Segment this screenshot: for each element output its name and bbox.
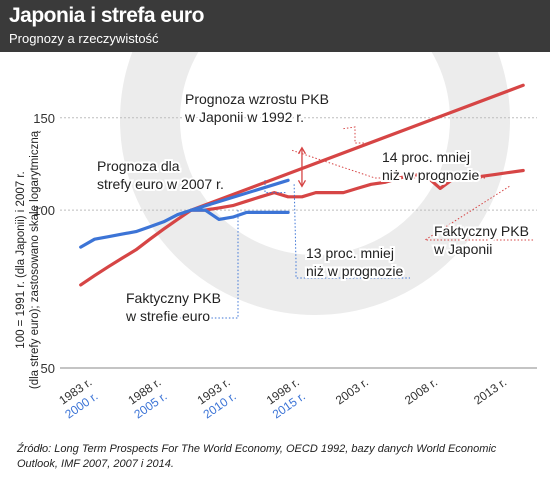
y-axis-label-line: (dla strefy euro); zastosowano skalę log… [29,130,41,389]
x-tick-label-japan: 2013 r. [471,375,509,408]
gap-arrow-head-top [297,146,307,155]
leader-gap-euro [293,184,410,279]
leader-euro-actual [125,210,239,319]
series-line-japan-actual [79,168,525,287]
annotation-ann-japan-actual-line: w Japonii [433,241,492,257]
leader-gap-japan [291,149,485,179]
annotation-ann-japan-forecast-line: Prognoza wzrostu PKB [185,91,329,107]
annotation-ann-euro-forecast-line: strefy euro w 2007 r. [97,176,224,192]
watermark-logo-icon [120,0,510,315]
annotation-ann-gap-euro-line: niż w prognozie [306,263,403,279]
annotation-ann-euro-actual-line: w strefie euro [125,308,210,324]
source-note: Źródło: Long Term Prospects For The Worl… [17,443,497,470]
y-tick-label: 150 [33,111,55,126]
y-tick-label: 100 [33,203,55,218]
series-line-euro-actual [79,208,290,249]
y-axis-label: 100 = 1991 r. (dla Japonii) i 2007 r. (dl… [15,130,41,389]
series-line-euro-forecast [189,178,290,212]
y-axis-label-line: 100 = 1991 r. (dla Japonii) i 2007 r. [15,171,27,348]
gap-arrow-head-bottom [297,180,307,188]
x-tick-label-japan: 2008 r. [402,375,440,408]
annotation-ann-japan-actual-line: Faktyczny PKB [434,223,529,239]
chart-subtitle: Prognozy a rzeczywistość [9,31,159,46]
x-tick-label-japan: 2003 r. [333,375,371,408]
leader-japan-forecast [343,126,372,144]
annotation-ann-japan-forecast-line: w Japonii w 1992 r. [184,109,304,125]
y-tick-label: 50 [41,361,55,376]
chart-title: Japonia i strefa euro [9,4,204,27]
series-line-japan-forecast [189,83,525,212]
annotation-ann-gap-japan-line: 14 proc. mniej [382,149,470,165]
leader-euro-forecast [264,180,287,194]
header-bar: Japonia i strefa euro Prognozy a rzeczyw… [0,0,550,52]
annotation-ann-euro-forecast-line: Prognoza dla [97,158,180,174]
annotation-ann-euro-actual-line: Faktyczny PKB [126,290,221,306]
annotation-ann-gap-euro-line: 13 proc. mniej [306,245,394,261]
annotation-ann-gap-japan-line: niż w prognozie [382,167,479,183]
